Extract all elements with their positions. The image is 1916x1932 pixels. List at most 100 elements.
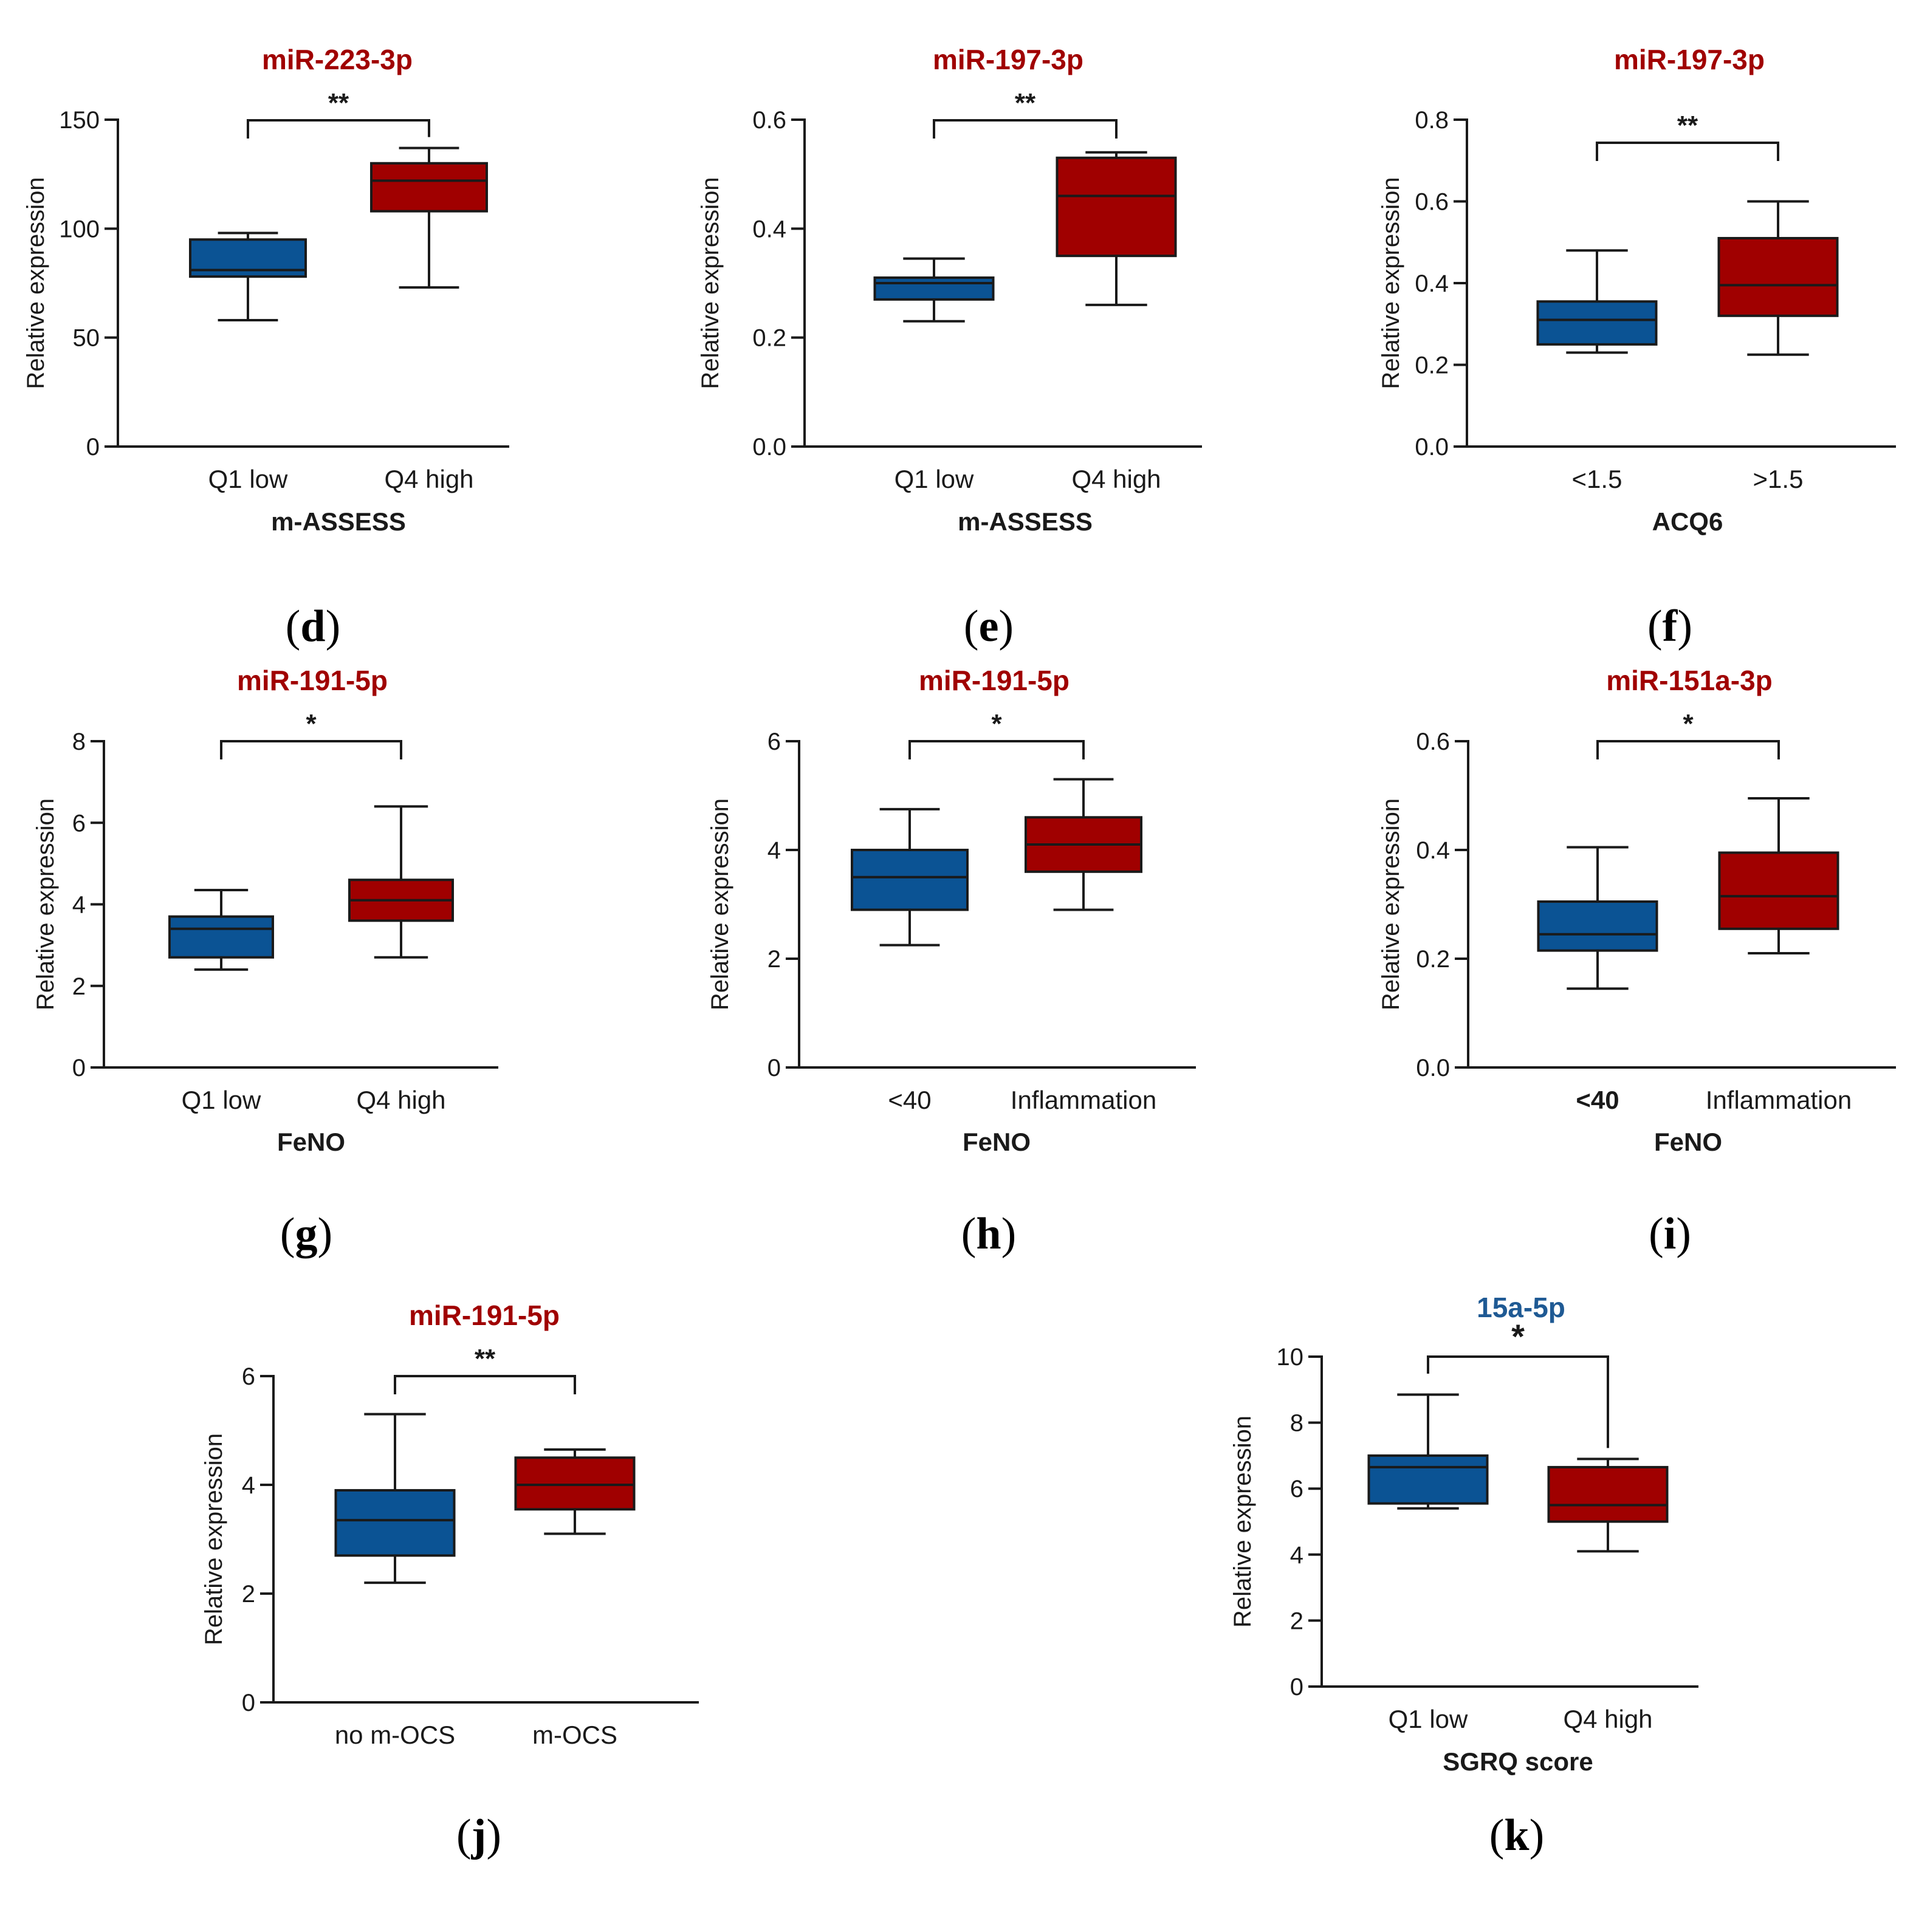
significance-bracket bbox=[933, 119, 1118, 139]
y-tick-label: 6 bbox=[72, 810, 86, 837]
panel-label: (h) bbox=[961, 1209, 1016, 1259]
y-tick-label: 0.2 bbox=[752, 325, 786, 352]
chart-title: miR-191-5p bbox=[237, 665, 388, 696]
y-axis-label: Relative expression bbox=[1229, 1416, 1256, 1628]
y-tick-label: 150 bbox=[59, 107, 100, 134]
panel-label: (g) bbox=[280, 1209, 332, 1259]
significance-bracket bbox=[394, 1375, 576, 1394]
y-tick-label: 0.0 bbox=[1415, 434, 1449, 461]
significance-marker: ** bbox=[1677, 111, 1698, 140]
panel-h: miR-191-5p 0 2 4 6 Relative expression <40 Infl… bbox=[707, 665, 1196, 1259]
y-axis-label: Relative expression bbox=[1378, 177, 1404, 389]
x-axis-label: FeNO bbox=[963, 1128, 1031, 1156]
y-tick-label: 0.2 bbox=[1416, 946, 1450, 973]
y-tick-label: 2 bbox=[72, 973, 86, 1000]
significance-bracket bbox=[1596, 740, 1780, 759]
significance-bracket bbox=[1427, 1355, 1609, 1448]
y-axis-label: Relative expression bbox=[1378, 798, 1404, 1010]
significance-marker: * bbox=[1511, 1317, 1525, 1355]
panel-label: (j) bbox=[456, 1810, 501, 1860]
significance-marker: ** bbox=[1015, 88, 1036, 118]
y-tick-label: 4 bbox=[72, 892, 86, 919]
y-tick-label: 50 bbox=[73, 325, 100, 352]
y-tick-label: 0.0 bbox=[752, 434, 786, 461]
x-tick-label: Q1 low bbox=[894, 465, 974, 493]
y-tick-label: 0.6 bbox=[752, 107, 786, 134]
y-tick-label: 6 bbox=[1290, 1476, 1303, 1502]
y-tick-label: 0.2 bbox=[1415, 352, 1449, 379]
y-tick-label: 0.4 bbox=[1416, 837, 1450, 864]
box-high-group bbox=[1718, 851, 1839, 930]
y-axis-label: Relative expression bbox=[697, 177, 724, 389]
box-low-group bbox=[851, 849, 969, 911]
x-tick-label: Q4 high bbox=[384, 465, 473, 493]
chart-title: miR-223-3p bbox=[262, 44, 413, 75]
y-tick-label: 4 bbox=[1290, 1542, 1303, 1569]
significance-bracket bbox=[1596, 142, 1779, 161]
box-low-group bbox=[168, 915, 274, 959]
significance-marker: ** bbox=[475, 1344, 496, 1374]
significance-marker: * bbox=[306, 709, 317, 739]
y-tick-label: 6 bbox=[242, 1363, 255, 1390]
y-tick-label: 8 bbox=[72, 728, 86, 755]
significance-bracket bbox=[247, 119, 430, 139]
box-low-group bbox=[1537, 900, 1658, 952]
x-tick-label: <40 bbox=[1576, 1086, 1619, 1114]
y-tick-label: 4 bbox=[767, 837, 781, 864]
significance-marker: * bbox=[1683, 709, 1694, 739]
y-tick-label: 0 bbox=[1290, 1674, 1303, 1701]
y-axis-label: Relative expression bbox=[32, 798, 59, 1010]
panel-f: miR-197-3p 0.0 0.2 0.4 0.6 0.8 Relative expres… bbox=[1378, 44, 1896, 651]
y-tick-label: 0 bbox=[86, 434, 100, 461]
box-high-group bbox=[370, 162, 488, 213]
y-tick-label: 0.0 bbox=[1416, 1055, 1450, 1081]
y-tick-label: 2 bbox=[767, 946, 781, 973]
y-tick-label: 0.6 bbox=[1415, 189, 1449, 216]
y-tick-label: 8 bbox=[1290, 1410, 1303, 1437]
x-axis-label: m-ASSESS bbox=[958, 507, 1093, 536]
panel-d: miR-223-3p 0 50 100 150 Relative expression Q1… bbox=[22, 44, 509, 651]
x-tick-label: >1.5 bbox=[1753, 465, 1804, 493]
x-tick-label: Inflammation bbox=[1011, 1086, 1156, 1114]
chart-title: miR-191-5p bbox=[919, 665, 1070, 696]
significance-bracket bbox=[908, 740, 1085, 759]
panel-label: (f) bbox=[1647, 601, 1692, 651]
figure: miR-223-3p 0 50 100 150 Relative expression Q1… bbox=[22, 44, 1896, 1860]
box-high-group bbox=[514, 1456, 636, 1511]
y-tick-label: 0 bbox=[242, 1690, 255, 1716]
panel-label: (k) bbox=[1489, 1810, 1544, 1860]
significance-marker: ** bbox=[328, 88, 349, 118]
y-tick-label: 0.4 bbox=[752, 216, 786, 242]
y-tick-label: 2 bbox=[1290, 1608, 1303, 1634]
y-axis-label: Relative expression bbox=[201, 1433, 227, 1645]
y-axis-label: Relative expression bbox=[22, 177, 49, 389]
panel-e: miR-197-3p 0.0 0.2 0.4 0.6 Relative expressio… bbox=[697, 44, 1202, 651]
box-high-group bbox=[1717, 237, 1839, 317]
x-tick-label: Inflammation bbox=[1706, 1086, 1852, 1114]
chart-title: miR-151a-3p bbox=[1606, 665, 1773, 696]
x-axis-label: m-ASSESS bbox=[271, 507, 406, 536]
chart-title: miR-197-3p bbox=[933, 44, 1083, 75]
y-tick-label: 2 bbox=[242, 1581, 255, 1608]
y-tick-label: 0 bbox=[767, 1055, 781, 1081]
y-axis-label: Relative expression bbox=[707, 798, 733, 1010]
y-tick-label: 0.4 bbox=[1415, 270, 1449, 297]
y-tick-label: 0.8 bbox=[1415, 107, 1449, 134]
y-tick-label: 4 bbox=[242, 1472, 255, 1499]
chart-title: miR-197-3p bbox=[1614, 44, 1765, 75]
box-low-group bbox=[334, 1488, 456, 1557]
panel-j: miR-191-5p 0 2 4 6 Relative expression no m-OC… bbox=[201, 1300, 699, 1860]
box-low-group bbox=[1536, 300, 1658, 346]
x-axis-label: SGRQ score bbox=[1443, 1747, 1593, 1776]
x-axis-label: ACQ6 bbox=[1652, 507, 1723, 536]
panel-label: (e) bbox=[964, 601, 1014, 651]
box-high-group bbox=[1547, 1465, 1669, 1523]
x-tick-label: <1.5 bbox=[1572, 465, 1622, 493]
x-tick-label: Q1 low bbox=[208, 465, 288, 493]
panel-i: miR-151a-3p 0.0 0.2 0.4 0.6 Relative expressi… bbox=[1378, 665, 1896, 1259]
significance-bracket bbox=[220, 740, 402, 759]
y-tick-label: 10 bbox=[1277, 1344, 1304, 1371]
x-tick-label: no m-OCS bbox=[335, 1721, 455, 1749]
significance-marker: * bbox=[991, 709, 1002, 739]
x-tick-label: Q4 high bbox=[1071, 465, 1161, 493]
